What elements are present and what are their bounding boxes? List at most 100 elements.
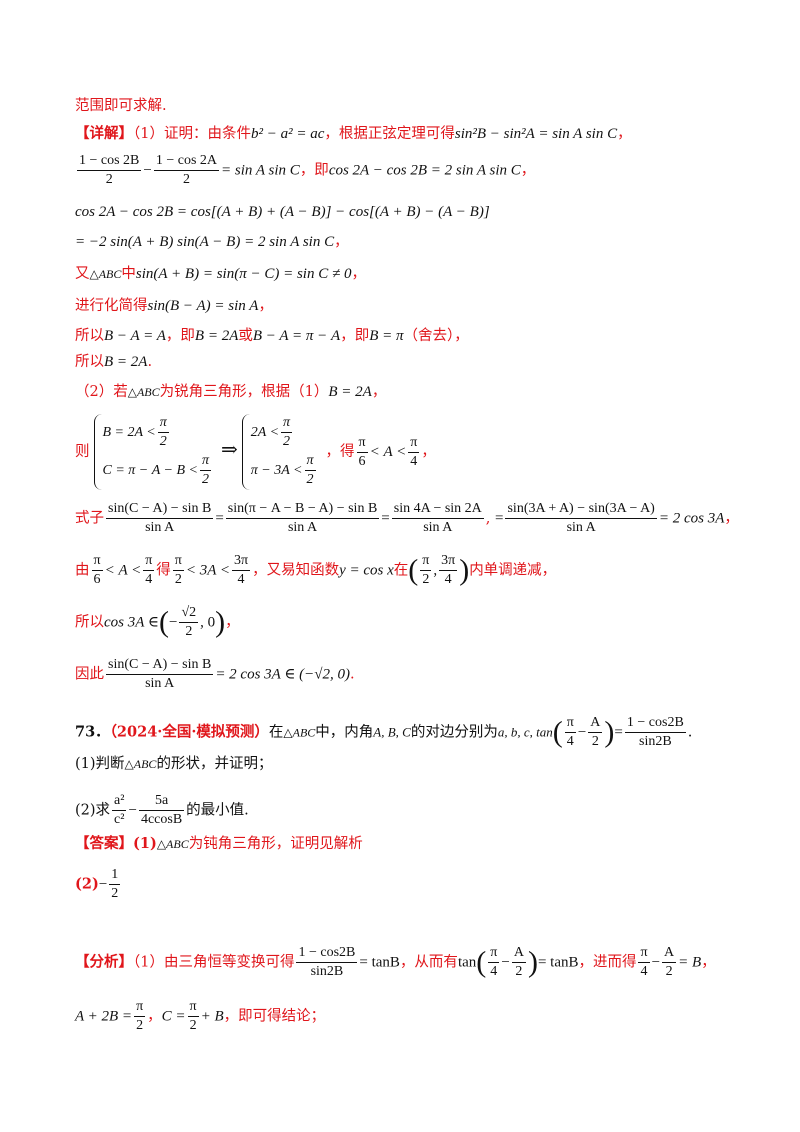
math: y = cos x bbox=[339, 562, 394, 579]
denominator: 2 bbox=[185, 624, 193, 639]
subquestion-1: (1)判断△ABC的形状，并证明； bbox=[75, 754, 272, 774]
denominator: c² bbox=[114, 812, 125, 827]
math: cos 2A − cos 2B = cos[(A + B) + (A − B)]… bbox=[75, 204, 490, 220]
analysis-tag: 【分析】 bbox=[75, 953, 133, 971]
text: 在 bbox=[268, 724, 284, 741]
math: A + 2B = bbox=[75, 1008, 133, 1025]
text: ， bbox=[225, 614, 240, 631]
fraction: sin 4A − sin 2A sin A bbox=[391, 500, 484, 537]
text: (2) bbox=[75, 875, 99, 893]
text: 中，内角 bbox=[315, 724, 374, 741]
text: 因此 bbox=[75, 666, 104, 683]
denominator: sin A bbox=[287, 520, 318, 535]
denominator: sin A bbox=[423, 520, 453, 535]
triangle-symbol: △ABC bbox=[127, 385, 160, 399]
text: ，从而有 bbox=[399, 954, 458, 971]
numerator: π bbox=[356, 434, 368, 453]
text: , bbox=[485, 510, 491, 527]
minus: − bbox=[128, 802, 137, 819]
denominator: sin2B bbox=[310, 964, 344, 979]
text: ，得 bbox=[325, 444, 355, 460]
math: B − A = π − A bbox=[252, 328, 341, 344]
numerator: 1 − cos2B bbox=[624, 714, 686, 733]
math: tan bbox=[457, 954, 477, 971]
answer-tag: 【答案】 bbox=[75, 835, 133, 852]
minus: − bbox=[143, 162, 152, 179]
text: 所以 bbox=[75, 328, 104, 344]
math: a, b, c, tan bbox=[497, 724, 553, 740]
math: + B bbox=[200, 1008, 224, 1025]
denominator: 2 bbox=[174, 572, 182, 587]
line-cases: 所以B − A = A，即B = 2A或B − A = π − A，即B = π… bbox=[75, 326, 469, 346]
fraction: 1 − cos 2B 2 bbox=[77, 152, 142, 189]
text: 则 bbox=[75, 444, 90, 460]
detail-tag: 【详解】 bbox=[75, 125, 133, 142]
math: B − A = A bbox=[104, 328, 166, 344]
text: 为钝角三角形，证明见解析 bbox=[188, 836, 363, 852]
line-simplify: = −2 sin(A + B) sin(A − B) = 2 sin A sin… bbox=[75, 232, 349, 252]
numerator: π bbox=[91, 552, 103, 571]
math: B = 2A bbox=[194, 328, 239, 344]
text: . bbox=[687, 724, 693, 741]
denominator: 4ccosB bbox=[140, 812, 183, 827]
inequality-system-2: 2A < π 2 π − 3A < π 2 bbox=[241, 414, 322, 490]
numerator: π bbox=[172, 552, 184, 571]
numerator: 5a bbox=[138, 792, 185, 811]
text: 由 bbox=[75, 562, 90, 579]
math: = B bbox=[678, 954, 702, 971]
math: C = π − A − B < bbox=[102, 463, 199, 478]
denominator: 4 bbox=[237, 572, 245, 587]
fraction: sin(3A + A) − sin(3A − A) sin A bbox=[505, 500, 657, 537]
text: 的最小值. bbox=[186, 802, 249, 819]
math: π − 3A < bbox=[250, 463, 303, 478]
text: 式子 bbox=[75, 510, 104, 527]
denominator: 2 bbox=[422, 572, 430, 587]
denominator: 4 bbox=[566, 734, 574, 749]
line-reduce: 进行化简得sin(B − A) = sin A， bbox=[75, 296, 273, 316]
denominator: sin A bbox=[145, 676, 175, 691]
numerator: 1 − cos2B bbox=[296, 944, 358, 963]
numerator: A bbox=[588, 714, 603, 733]
line-range-cos: 所以cos 3A ∈(− √2 2, 0)， bbox=[75, 605, 240, 639]
denominator: 4 bbox=[145, 572, 153, 587]
math: < A < bbox=[104, 562, 142, 579]
numerator: sin 4A − sin 2A bbox=[391, 500, 484, 519]
denominator: 2 bbox=[202, 472, 209, 488]
line-fraction-eq: 1 − cos 2B 2−1 − cos 2A 2 = sin A sin C，即co… bbox=[75, 152, 535, 189]
math: A, B, C bbox=[373, 724, 411, 740]
numerator: π bbox=[638, 944, 650, 963]
text: （1）由三角恒等变换可得 bbox=[133, 954, 295, 971]
text: （1）证明：由条件 bbox=[133, 126, 251, 142]
question-source: （2024·全国·模拟预测） bbox=[109, 723, 269, 741]
text: 又 bbox=[75, 266, 90, 282]
math: C = bbox=[161, 1008, 186, 1025]
answer-line-1: 【答案】(1)△ABC为钝角三角形，证明见解析 bbox=[75, 834, 363, 854]
math: cos 3A ∈ bbox=[104, 614, 159, 631]
denominator: 4 bbox=[490, 964, 498, 979]
implies-arrow: ⇒ bbox=[221, 439, 238, 461]
minus: − bbox=[98, 876, 108, 893]
text: 所以 bbox=[75, 614, 104, 631]
text: 进行化简得 bbox=[75, 298, 148, 314]
text: ，又易知函数 bbox=[252, 562, 340, 579]
text: ， bbox=[617, 126, 632, 142]
numerator: 3π bbox=[439, 552, 458, 571]
text: 范围即可求解. bbox=[75, 98, 167, 114]
math: B = π bbox=[369, 328, 404, 344]
question-73: 73．（2024·全国·模拟预测）在△ABC中，内角A, B, C的对边分别为a… bbox=[75, 714, 693, 749]
denominator: sin2B bbox=[639, 734, 672, 749]
numerator: A bbox=[662, 944, 677, 963]
numerator: 1 bbox=[109, 866, 121, 885]
numerator: π bbox=[281, 414, 293, 434]
numerator: a² bbox=[112, 792, 127, 811]
line-triangle-sin: 又△ABC中sin(A + B) = sin(π − C) = sin C ≠ … bbox=[75, 264, 366, 284]
denominator: 2 bbox=[105, 172, 113, 187]
line-conclusion-1: 所以B = 2A. bbox=[75, 352, 152, 372]
minus: − bbox=[651, 954, 661, 971]
text: ，根据正弦定理可得 bbox=[324, 126, 455, 142]
text: ， bbox=[351, 266, 366, 282]
